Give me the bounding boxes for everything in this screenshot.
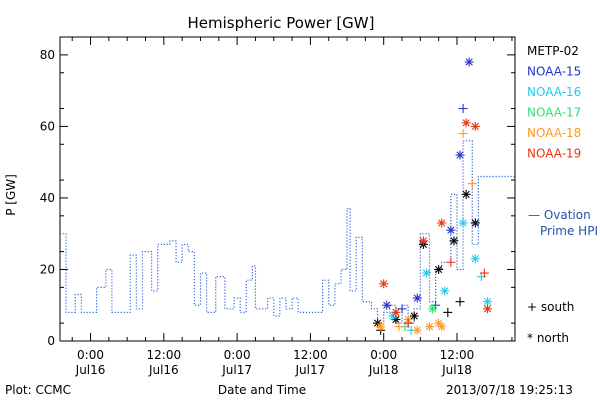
data-point-noaa-15-south (397, 304, 407, 314)
x-axis-label: Date and Time (218, 383, 306, 397)
y-tick-label: 0 (47, 334, 55, 348)
x-tick-label-day: Jul16 (148, 363, 179, 377)
x-tick-label-time: 0:00 (77, 348, 104, 362)
data-point-noaa-19-south (479, 268, 489, 278)
x-tick-label-day: Jul16 (75, 363, 106, 377)
data-point-noaa-16-north (458, 218, 468, 228)
data-point-metp-02-north (470, 218, 480, 228)
legend-ovation-line2: Prime HPI (540, 224, 598, 238)
x-tick-label-day: Jul18 (441, 363, 472, 377)
x-tick-label-day: Jul17 (221, 363, 252, 377)
data-point-noaa-15-north (382, 300, 392, 310)
x-axis: 0:00Jul1612:00Jul160:00Jul1712:00Jul170:… (71, 37, 513, 377)
y-tick-label: 20 (40, 262, 55, 276)
legend-north: * north (527, 331, 569, 345)
data-point-noaa-19-north (391, 307, 401, 317)
data-point-noaa-18-north (424, 322, 434, 332)
plot-credit: Plot: CCMC (5, 383, 71, 397)
y-axis: 0 20 40 60 80 (40, 48, 515, 348)
x-tick-label-time: 0:00 (224, 348, 251, 362)
data-point-noaa-16-north (440, 286, 450, 296)
data-point-metp-02-north (409, 311, 419, 321)
data-point-noaa-19-north (470, 121, 480, 131)
y-tick-label: 80 (40, 48, 55, 62)
legend: METP-02 NOAA-15 NOAA-16 NOAA-17 NOAA-18 NOAA-… (527, 44, 598, 345)
ovation-hpi-line (60, 140, 515, 328)
data-point-noaa-19-south (446, 257, 456, 267)
legend-item: NOAA-19 (527, 147, 581, 161)
data-point-noaa-19-north (437, 218, 447, 228)
y-tick-label: 40 (40, 191, 55, 205)
data-point-noaa-16-north (470, 254, 480, 264)
data-point-noaa-16-north (421, 268, 431, 278)
chart-title: Hemispheric Power [GW] (188, 14, 375, 32)
data-point-noaa-15-north (464, 57, 474, 67)
x-tick-label-day: Jul18 (368, 363, 399, 377)
data-point-noaa-15-north (412, 293, 422, 303)
data-point-noaa-18-south (467, 179, 477, 189)
y-tick-label: 60 (40, 119, 55, 133)
y-axis-label: P [GW] (4, 174, 18, 216)
data-point-metp-02-south (443, 307, 453, 317)
data-point-noaa-19-north (379, 279, 389, 289)
data-point-noaa-18-north (376, 322, 386, 332)
x-tick-label-time: 0:00 (370, 348, 397, 362)
data-point-metp-02-north (449, 236, 459, 246)
ovation-prime-hpi-series (60, 140, 515, 328)
plot-frame (59, 36, 516, 342)
x-tick-label-time: 12:00 (147, 348, 182, 362)
plot-timestamp: 2013/07/18 19:25:13 (446, 383, 573, 397)
data-point-noaa-18-north (437, 322, 447, 332)
data-point-noaa-19-north (418, 236, 428, 246)
legend-south: + south (527, 300, 574, 314)
data-point-noaa-18-south (458, 129, 468, 139)
x-tick-label-time: 12:00 (293, 348, 328, 362)
legend-ovation-line1: — Ovation (528, 208, 591, 222)
data-point-noaa-15-south (458, 104, 468, 114)
legend-item: NOAA-15 (527, 65, 581, 79)
data-point-noaa-19-north (483, 304, 493, 314)
legend-item: NOAA-16 (527, 85, 581, 99)
data-point-metp-02-north (461, 189, 471, 199)
x-tick-label-time: 12:00 (440, 348, 475, 362)
data-point-noaa-19-north (461, 118, 471, 128)
data-point-metp-02-south (455, 297, 465, 307)
legend-item: METP-02 (527, 44, 579, 58)
data-point-noaa-18-south (394, 322, 404, 332)
data-point-noaa-19-south (403, 318, 413, 328)
satellite-data-points (373, 57, 493, 335)
legend-item: NOAA-18 (527, 126, 581, 140)
x-tick-label-day: Jul17 (295, 363, 326, 377)
legend-item: NOAA-17 (527, 106, 581, 120)
data-point-metp-02-north (434, 264, 444, 274)
data-point-noaa-15-north (446, 225, 456, 235)
data-point-noaa-18-north (412, 325, 422, 335)
data-point-noaa-15-north (455, 150, 465, 160)
data-point-noaa-17-north (428, 304, 438, 314)
